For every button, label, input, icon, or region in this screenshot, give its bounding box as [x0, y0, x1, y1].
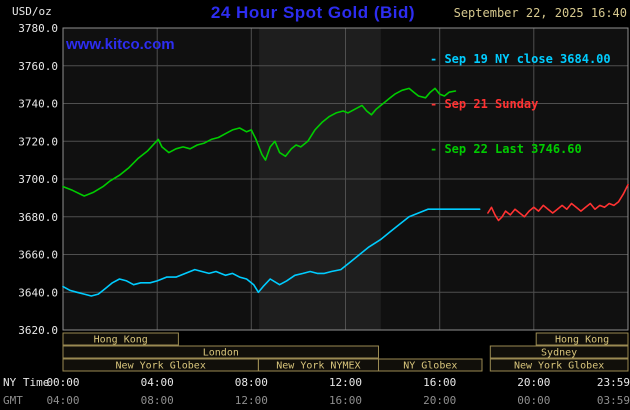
- series-sep21-line: [487, 183, 629, 222]
- session-label: New York Globex: [514, 361, 604, 372]
- y-tick-label: 3720.0: [18, 135, 58, 148]
- y-tick-label: 3740.0: [18, 98, 58, 111]
- session-label: NY Globex: [403, 361, 457, 372]
- session-label: Hong Kong: [555, 335, 609, 346]
- y-tick-label: 3700.0: [18, 173, 58, 186]
- x-tick-label-gmt: 04:00: [46, 394, 79, 407]
- x-tick-label-gmt: 00:00: [517, 394, 550, 407]
- x-tick-label-ny: 16:00: [423, 376, 456, 389]
- session-label: New York NYMEX: [276, 361, 360, 372]
- session-label: New York Globex: [116, 361, 206, 372]
- x-tick-label-gmt: 20:00: [423, 394, 456, 407]
- x-tick-label-ny: 20:00: [517, 376, 550, 389]
- x-tick-label-gmt: 03:59: [597, 394, 630, 407]
- session-box: [535, 332, 629, 346]
- legend-item-sep21: - Sep 21 Sunday: [430, 97, 539, 111]
- session-box: [489, 358, 629, 372]
- plot-border: [62, 27, 629, 331]
- session-box: [378, 358, 483, 372]
- y-tick-label: 3760.0: [18, 60, 58, 73]
- y-tick-label: 3660.0: [18, 249, 58, 262]
- x-tick-label-ny: 04:00: [141, 376, 174, 389]
- y-tick-label: 3780.0: [18, 22, 58, 35]
- session-label: London: [203, 348, 239, 359]
- session-box: [489, 345, 629, 359]
- legend-item-sep19: - Sep 19 NY close 3684.00: [430, 52, 611, 66]
- x-tick-label-ny: 00:00: [46, 376, 79, 389]
- y-tick-label: 3680.0: [18, 211, 58, 224]
- y-tick-label: 3620.0: [18, 324, 58, 337]
- legend: - Sep 19 NY close 3684.00 - Sep 21 Sunda…: [430, 22, 628, 187]
- x-tick-label-gmt: 12:00: [235, 394, 268, 407]
- x-tick-label-gmt: 08:00: [141, 394, 174, 407]
- x-axis-gmt-label: GMT: [3, 394, 23, 407]
- x-tick-label-ny: 12:00: [329, 376, 362, 389]
- datetime-label: September 22, 2025 16:40: [453, 6, 627, 20]
- kitco-link[interactable]: www.kitco.com: [66, 36, 175, 53]
- chart-title: 24 Hour Spot Gold (Bid): [210, 3, 416, 22]
- x-tick-label-ny: 08:00: [235, 376, 268, 389]
- y-tick-label: 3640.0: [18, 286, 58, 299]
- legend-item-sep22: - Sep 22 Last 3746.60: [430, 142, 582, 156]
- y-axis-unit-label: USD/oz: [12, 5, 52, 18]
- session-box: [62, 345, 379, 359]
- session-label: Hong Kong: [94, 335, 148, 346]
- series-sep19-line: [62, 208, 481, 297]
- x-tick-label-gmt: 16:00: [329, 394, 362, 407]
- x-tick-label-ny: 23:59: [597, 376, 630, 389]
- x-axis-ny-time-label: NY Time: [3, 376, 50, 389]
- series-sep22-line: [62, 87, 457, 197]
- session-box: [62, 332, 179, 346]
- session-label: Sydney: [541, 348, 577, 359]
